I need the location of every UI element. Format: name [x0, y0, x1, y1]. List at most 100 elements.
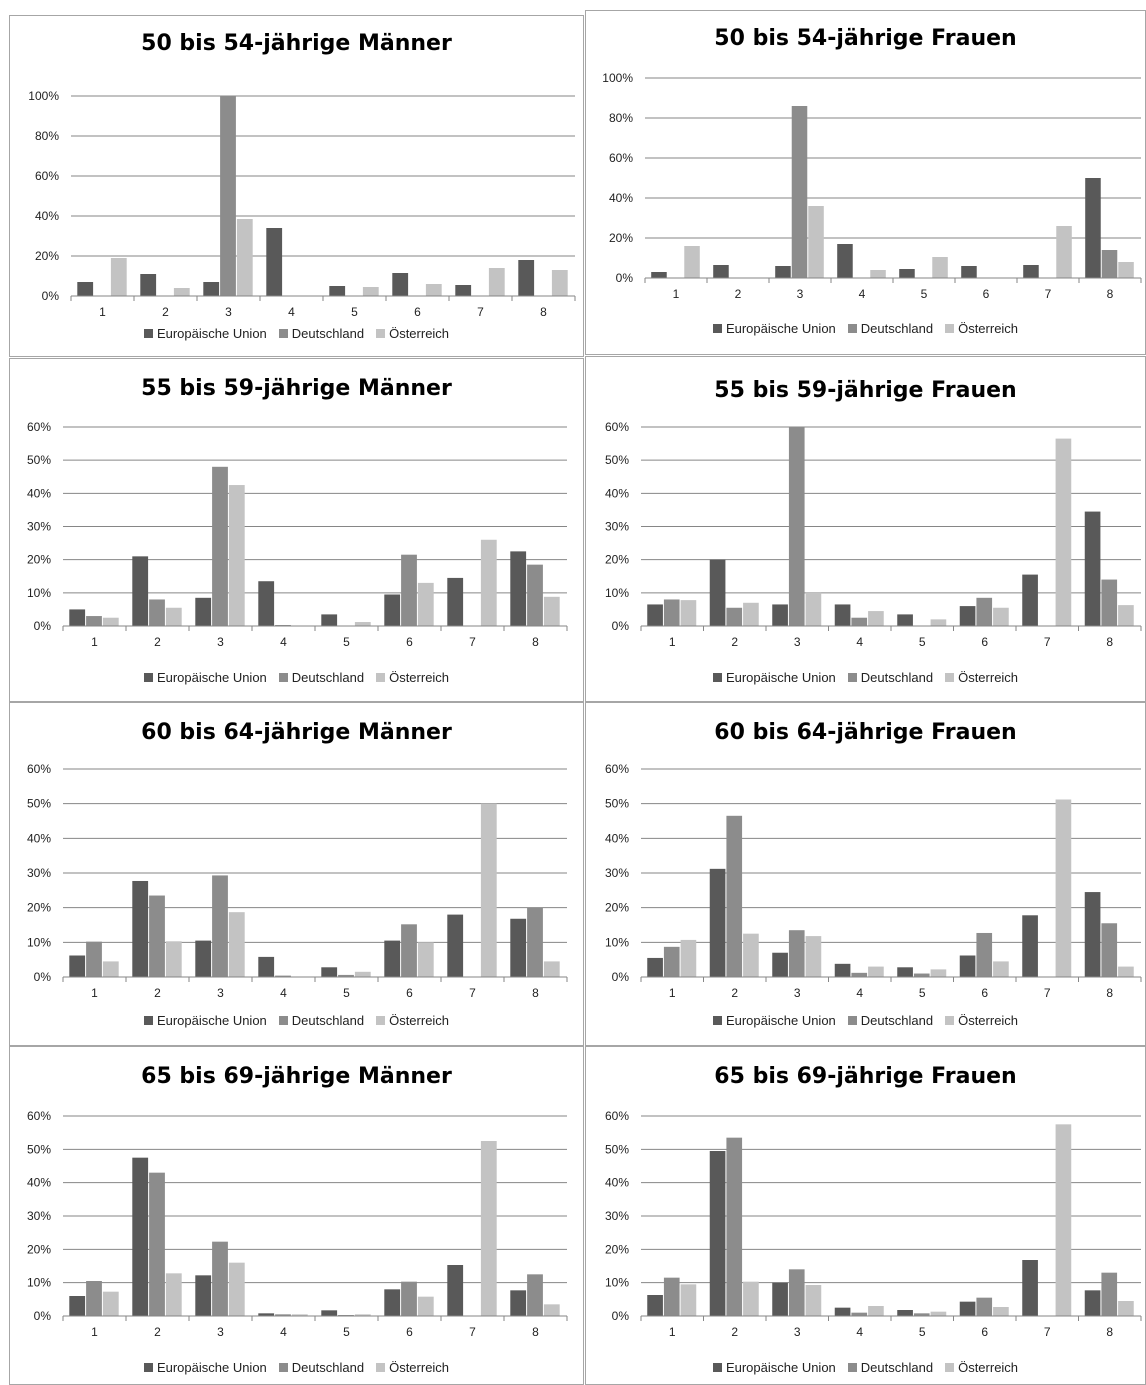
bar: [663, 599, 680, 626]
x-tick-label: 4: [280, 635, 287, 649]
bar: [212, 466, 228, 626]
bar: [510, 1290, 527, 1316]
y-tick-label: 20%: [605, 901, 629, 915]
bar: [480, 803, 497, 977]
legend-label: Deutschland: [291, 1360, 365, 1375]
bar: [726, 815, 743, 977]
y-tick-label: 30%: [605, 520, 629, 534]
x-tick-label: 3: [217, 635, 224, 649]
y-tick-label: 10%: [605, 1276, 629, 1290]
legend-item: Deutschland: [847, 670, 934, 685]
x-tick-label: 7: [469, 986, 476, 1000]
bar: [1055, 799, 1072, 977]
legend-label: Österreich: [389, 326, 450, 341]
x-tick-label: 7: [469, 1325, 476, 1339]
bar: [220, 96, 236, 296]
legend-item: Europäische Union: [143, 1013, 267, 1028]
bar: [897, 967, 913, 977]
legend-swatch: [712, 324, 722, 333]
bar: [329, 286, 346, 296]
bar: [1056, 226, 1072, 278]
legend-swatch: [278, 329, 288, 338]
x-tick-label: 3: [797, 287, 804, 301]
bar: [993, 961, 1009, 977]
bar: [258, 1313, 275, 1316]
legend-label: Österreich: [958, 670, 1019, 685]
bar: [1101, 579, 1118, 626]
chart-panel-women-50-54: 50 bis 54-jährige Frauen 0% 20% 40% 60% 80% 10…: [585, 10, 1146, 355]
bar: [173, 288, 190, 296]
y-tick-label: 60%: [605, 420, 629, 434]
bar: [338, 974, 354, 977]
chart-panel-women-65-69: 65 bis 69-jährige Frauen 0% 10% 20% 30% 40% 50…: [585, 1046, 1146, 1385]
bar: [868, 611, 884, 626]
bar: [480, 539, 497, 626]
bar: [291, 1314, 308, 1316]
bar: [959, 1301, 976, 1316]
bar: [1101, 1272, 1118, 1316]
bar: [897, 614, 913, 626]
y-tick-label: 50%: [27, 797, 51, 811]
x-tick-label: 6: [981, 986, 988, 1000]
bar-chart: 0% 20% 40% 60% 80% 100% 1 2 3 4 5 6 7 8: [28, 89, 576, 319]
bar: [808, 206, 824, 278]
x-tick-label: 5: [343, 1325, 350, 1339]
x-tick-label: 4: [856, 986, 863, 1000]
bar: [447, 577, 464, 626]
x-tick-label: 6: [406, 635, 413, 649]
bar: [709, 1151, 726, 1316]
y-tick-label: 40%: [609, 191, 633, 205]
bar: [551, 270, 568, 296]
legend-item: Europäische Union: [712, 321, 836, 336]
bar: [102, 617, 119, 626]
y-tick-label: 20%: [605, 1242, 629, 1256]
legend-swatch: [376, 1363, 386, 1372]
legend-item: Deutschland: [278, 326, 364, 341]
bar: [993, 1307, 1009, 1316]
legend-swatch: [847, 1016, 857, 1025]
x-tick-label: 3: [217, 1325, 224, 1339]
bar: [959, 955, 976, 977]
bar: [321, 967, 338, 977]
bar: [913, 1313, 930, 1316]
bar: [321, 614, 338, 626]
bar: [647, 604, 663, 626]
y-tick-label: 50%: [605, 1142, 629, 1156]
bar: [930, 1311, 947, 1316]
bar: [805, 1285, 822, 1316]
bar: [384, 940, 401, 977]
y-tick-label: 10%: [605, 935, 629, 949]
y-tick-label: 10%: [27, 935, 51, 949]
bar: [510, 551, 527, 626]
bar: [275, 975, 291, 977]
y-tick-label: 40%: [605, 1176, 629, 1190]
chart-title: 50 bis 54-jährige Frauen: [714, 26, 1017, 51]
bar: [102, 961, 119, 977]
x-tick-label: 7: [1044, 635, 1051, 649]
bar: [165, 607, 182, 626]
legend-label: Österreich: [958, 1013, 1019, 1028]
chart-panel-men-50-54: 50 bis 54-jährige Männer 0% 20% 40% 60% 80% 10…: [9, 15, 584, 357]
x-tick-label: 2: [162, 305, 169, 319]
y-tick-label: 50%: [27, 1142, 51, 1156]
y-tick-label: 40%: [605, 486, 629, 500]
chart-title: 60 bis 64-jährige Frauen: [714, 720, 1017, 745]
bar: [713, 265, 729, 278]
legend-item: Europäische Union: [143, 1360, 267, 1375]
bar: [805, 936, 822, 977]
legend-item: Österreich: [945, 670, 1018, 685]
bar: [680, 600, 697, 626]
bar: [401, 554, 417, 626]
bar: [266, 228, 283, 296]
bar: [1022, 574, 1038, 626]
legend-label: Deutschland: [860, 670, 934, 685]
bar: [976, 1297, 993, 1316]
legend-item: Deutschland: [278, 1360, 365, 1375]
bar-chart: 0% 10% 20% 30% 40% 50% 60% 1 2 3 4 5 6 7 8: [605, 762, 1142, 1000]
legend-item: Europäische Union: [143, 670, 267, 685]
bar: [976, 597, 993, 626]
bar: [1055, 1124, 1072, 1316]
legend-item: Deutschland: [847, 1360, 933, 1375]
y-tick-label: 10%: [605, 586, 629, 600]
legend-item: Deutschland: [278, 1013, 364, 1028]
